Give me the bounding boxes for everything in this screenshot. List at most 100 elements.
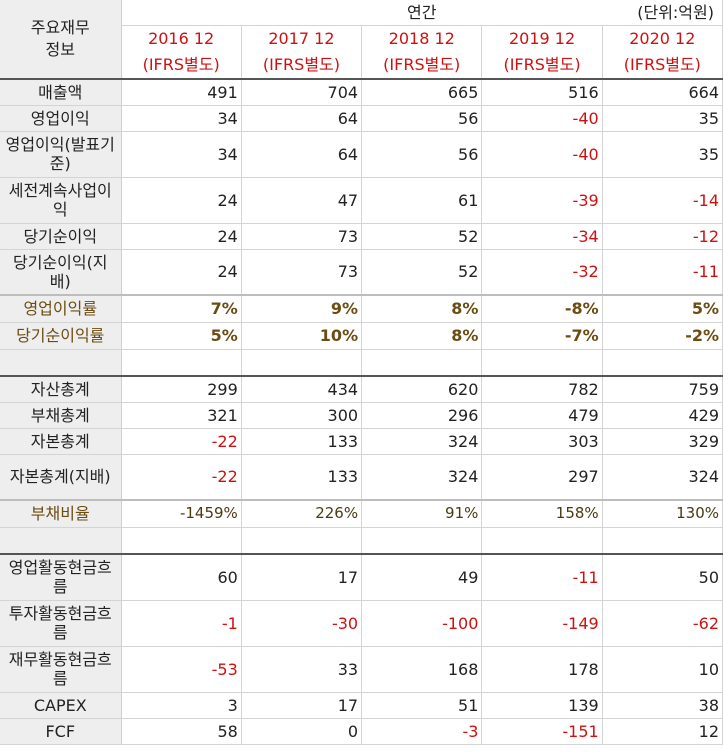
- basis-label: (IFRS별도): [623, 54, 701, 74]
- row-label: 영업이익: [0, 105, 122, 132]
- value-cell: 34: [121, 131, 242, 178]
- value-cell: 50: [602, 553, 723, 601]
- year-label: 2017 12: [268, 28, 335, 48]
- period-label: 연간: [407, 2, 437, 22]
- unit-label: (단위:억원): [637, 3, 714, 22]
- row-label: 세전계속사업이익: [0, 177, 122, 224]
- value-cell: -22: [121, 428, 242, 455]
- value-cell: 324: [361, 428, 483, 455]
- table-row: CAPEX 3 17 51 139 38: [0, 692, 723, 719]
- value-cell: 8%: [361, 294, 483, 323]
- value-cell: [121, 349, 242, 377]
- value-cell: -7%: [481, 322, 603, 350]
- value-cell: 38: [602, 692, 723, 719]
- value-cell: 664: [602, 79, 723, 106]
- value-cell: 52: [361, 249, 483, 296]
- table-row: 부채총계 321 300 296 479 429: [0, 402, 723, 429]
- value-cell: 47: [241, 177, 363, 224]
- value-cell: 10%: [241, 322, 363, 350]
- value-cell: -11: [481, 553, 603, 601]
- value-cell: 297: [481, 454, 603, 501]
- value-cell: 324: [361, 454, 483, 501]
- value-cell: 130%: [602, 499, 723, 528]
- spacer-row: [0, 349, 723, 377]
- row-label: 당기순이익: [0, 223, 122, 250]
- year-header-1: 2017 12 (IFRS별도): [241, 25, 363, 80]
- row-label: 재무활동현금흐름: [0, 646, 122, 693]
- value-cell: 33: [241, 646, 363, 693]
- value-cell: 7%: [121, 294, 242, 323]
- year-header-0: 2016 12 (IFRS별도): [121, 25, 242, 80]
- value-cell: 3: [121, 692, 242, 719]
- value-cell: -149: [481, 600, 603, 647]
- row-label: 당기순이익(지배): [0, 249, 122, 296]
- value-cell: [361, 527, 483, 555]
- value-cell: 35: [602, 105, 723, 132]
- basis-label: (IFRS별도): [503, 54, 581, 74]
- value-cell: -1459%: [121, 499, 242, 528]
- value-cell: 24: [121, 249, 242, 296]
- row-label: 투자활동현금흐름: [0, 600, 122, 647]
- value-cell: -8%: [481, 294, 603, 323]
- row-label: [0, 527, 122, 555]
- value-cell: [241, 527, 363, 555]
- value-cell: -100: [361, 600, 483, 647]
- table-row: 영업이익률 7% 9% 8% -8% 5%: [0, 294, 723, 323]
- row-label: CAPEX: [0, 692, 122, 719]
- value-cell: 64: [241, 105, 363, 132]
- value-cell: -32: [481, 249, 603, 296]
- value-cell: 429: [602, 402, 723, 429]
- value-cell: -34: [481, 223, 603, 250]
- spacer-row: [0, 527, 723, 555]
- value-cell: 5%: [121, 322, 242, 350]
- value-cell: 434: [241, 375, 363, 403]
- table-row: 당기순이익률 5% 10% 8% -7% -2%: [0, 322, 723, 350]
- basis-label: (IFRS별도): [262, 54, 340, 74]
- row-label: FCF: [0, 718, 122, 745]
- value-cell: 56: [361, 105, 483, 132]
- table-row: 당기순이익 24 73 52 -34 -12: [0, 223, 723, 250]
- value-cell: 168: [361, 646, 483, 693]
- value-cell: 61: [361, 177, 483, 224]
- table-row: 매출액 491 704 665 516 664: [0, 79, 723, 106]
- value-cell: 56: [361, 131, 483, 178]
- value-cell: 64: [241, 131, 363, 178]
- row-label: 자산총계: [0, 375, 122, 403]
- year-header-2: 2018 12 (IFRS별도): [361, 25, 483, 80]
- value-cell: -1: [121, 600, 242, 647]
- table-row: 세전계속사업이익 24 47 61 -39 -14: [0, 177, 723, 224]
- value-cell: [361, 349, 483, 377]
- value-cell: 329: [602, 428, 723, 455]
- basis-label: (IFRS별도): [383, 54, 461, 74]
- value-cell: 10: [602, 646, 723, 693]
- value-cell: -62: [602, 600, 723, 647]
- row-label: 매출액: [0, 79, 122, 106]
- value-cell: [602, 349, 723, 377]
- table-row: 자본총계(지배) -22 133 324 297 324: [0, 454, 723, 501]
- value-cell: 17: [241, 553, 363, 601]
- value-cell: -22: [121, 454, 242, 501]
- value-cell: 0: [241, 718, 363, 745]
- table-row: 재무활동현금흐름 -53 33 168 178 10: [0, 646, 723, 693]
- year-header-row: 2016 12 (IFRS별도) 2017 12 (IFRS별도) 2018 12 (IF…: [0, 25, 723, 80]
- value-cell: 299: [121, 375, 242, 403]
- value-cell: 9%: [241, 294, 363, 323]
- value-cell: 58: [121, 718, 242, 745]
- table-row: 영업이익 34 64 56 -40 35: [0, 105, 723, 132]
- table-row: FCF 58 0 -3 -151 12: [0, 718, 723, 745]
- value-cell: [481, 349, 603, 377]
- value-cell: -30: [241, 600, 363, 647]
- value-cell: -40: [481, 105, 603, 132]
- value-cell: [241, 349, 363, 377]
- value-cell: [121, 527, 242, 555]
- value-cell: 8%: [361, 322, 483, 350]
- value-cell: -14: [602, 177, 723, 224]
- value-cell: -11: [602, 249, 723, 296]
- value-cell: 296: [361, 402, 483, 429]
- table-row: 부채비율 -1459% 226% 91% 158% 130%: [0, 499, 723, 528]
- value-cell: 17: [241, 692, 363, 719]
- year-label: 2020 12: [629, 28, 696, 48]
- value-cell: 704: [241, 79, 363, 106]
- year-label: 2019 12: [508, 28, 576, 48]
- value-cell: 91%: [361, 499, 483, 528]
